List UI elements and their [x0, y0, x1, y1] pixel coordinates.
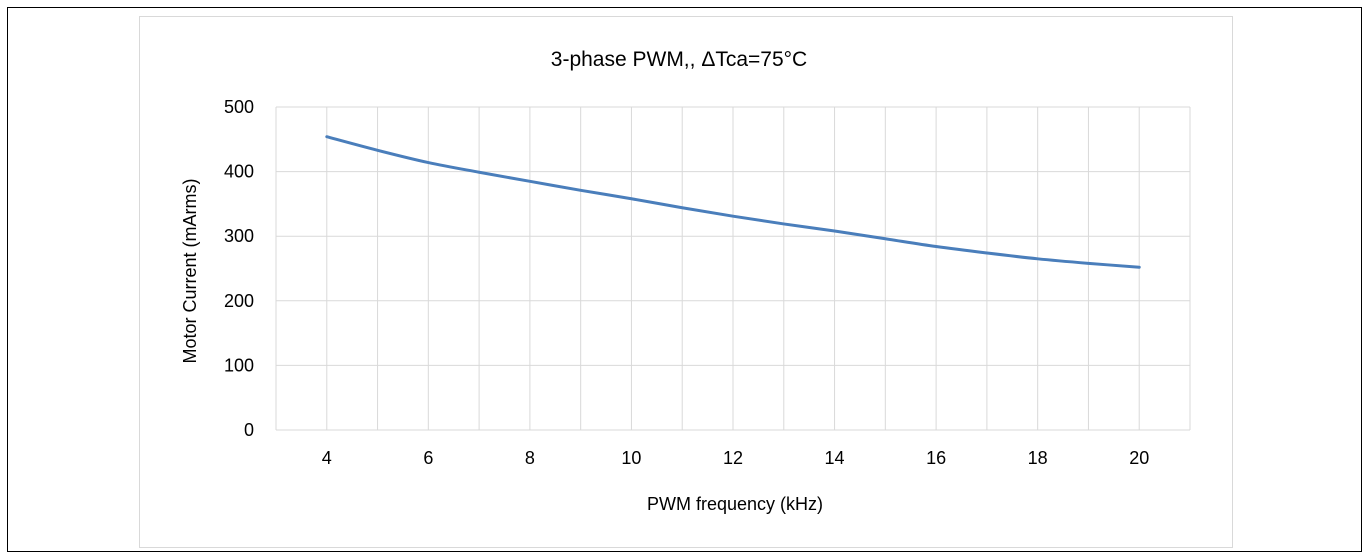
x-tick-label: 14 [825, 448, 845, 468]
y-axis-label: Motor Current (mArms) [180, 178, 200, 363]
y-tick-label: 0 [244, 420, 254, 440]
series-group [325, 135, 1141, 269]
x-gridlines [275, 107, 1191, 430]
series-line [325, 135, 1141, 269]
x-tick-label: 6 [423, 448, 433, 468]
y-gridlines [276, 106, 1190, 431]
x-tick-labels: 4 6 8 10 12 14 16 18 20 [322, 448, 1149, 468]
x-tick-label: 18 [1028, 448, 1048, 468]
y-tick-label: 200 [224, 291, 254, 311]
x-tick-label: 8 [525, 448, 535, 468]
x-tick-label: 12 [723, 448, 743, 468]
y-tick-label: 400 [224, 162, 254, 182]
x-tick-label: 16 [926, 448, 946, 468]
outer-frame [7, 7, 1362, 552]
chart-area [139, 16, 1233, 548]
x-tick-label: 20 [1129, 448, 1149, 468]
x-tick-label: 10 [621, 448, 641, 468]
y-tick-label: 100 [224, 355, 254, 375]
y-tick-label: 500 [224, 97, 254, 117]
x-tick-label: 4 [322, 448, 332, 468]
y-tick-labels: 0 100 200 300 400 500 [224, 97, 254, 440]
x-axis-label: PWM frequency (kHz) [647, 494, 823, 514]
chart-title: 3-phase PWM,, ΔTca=75°C [551, 48, 807, 71]
y-tick-label: 300 [224, 226, 254, 246]
